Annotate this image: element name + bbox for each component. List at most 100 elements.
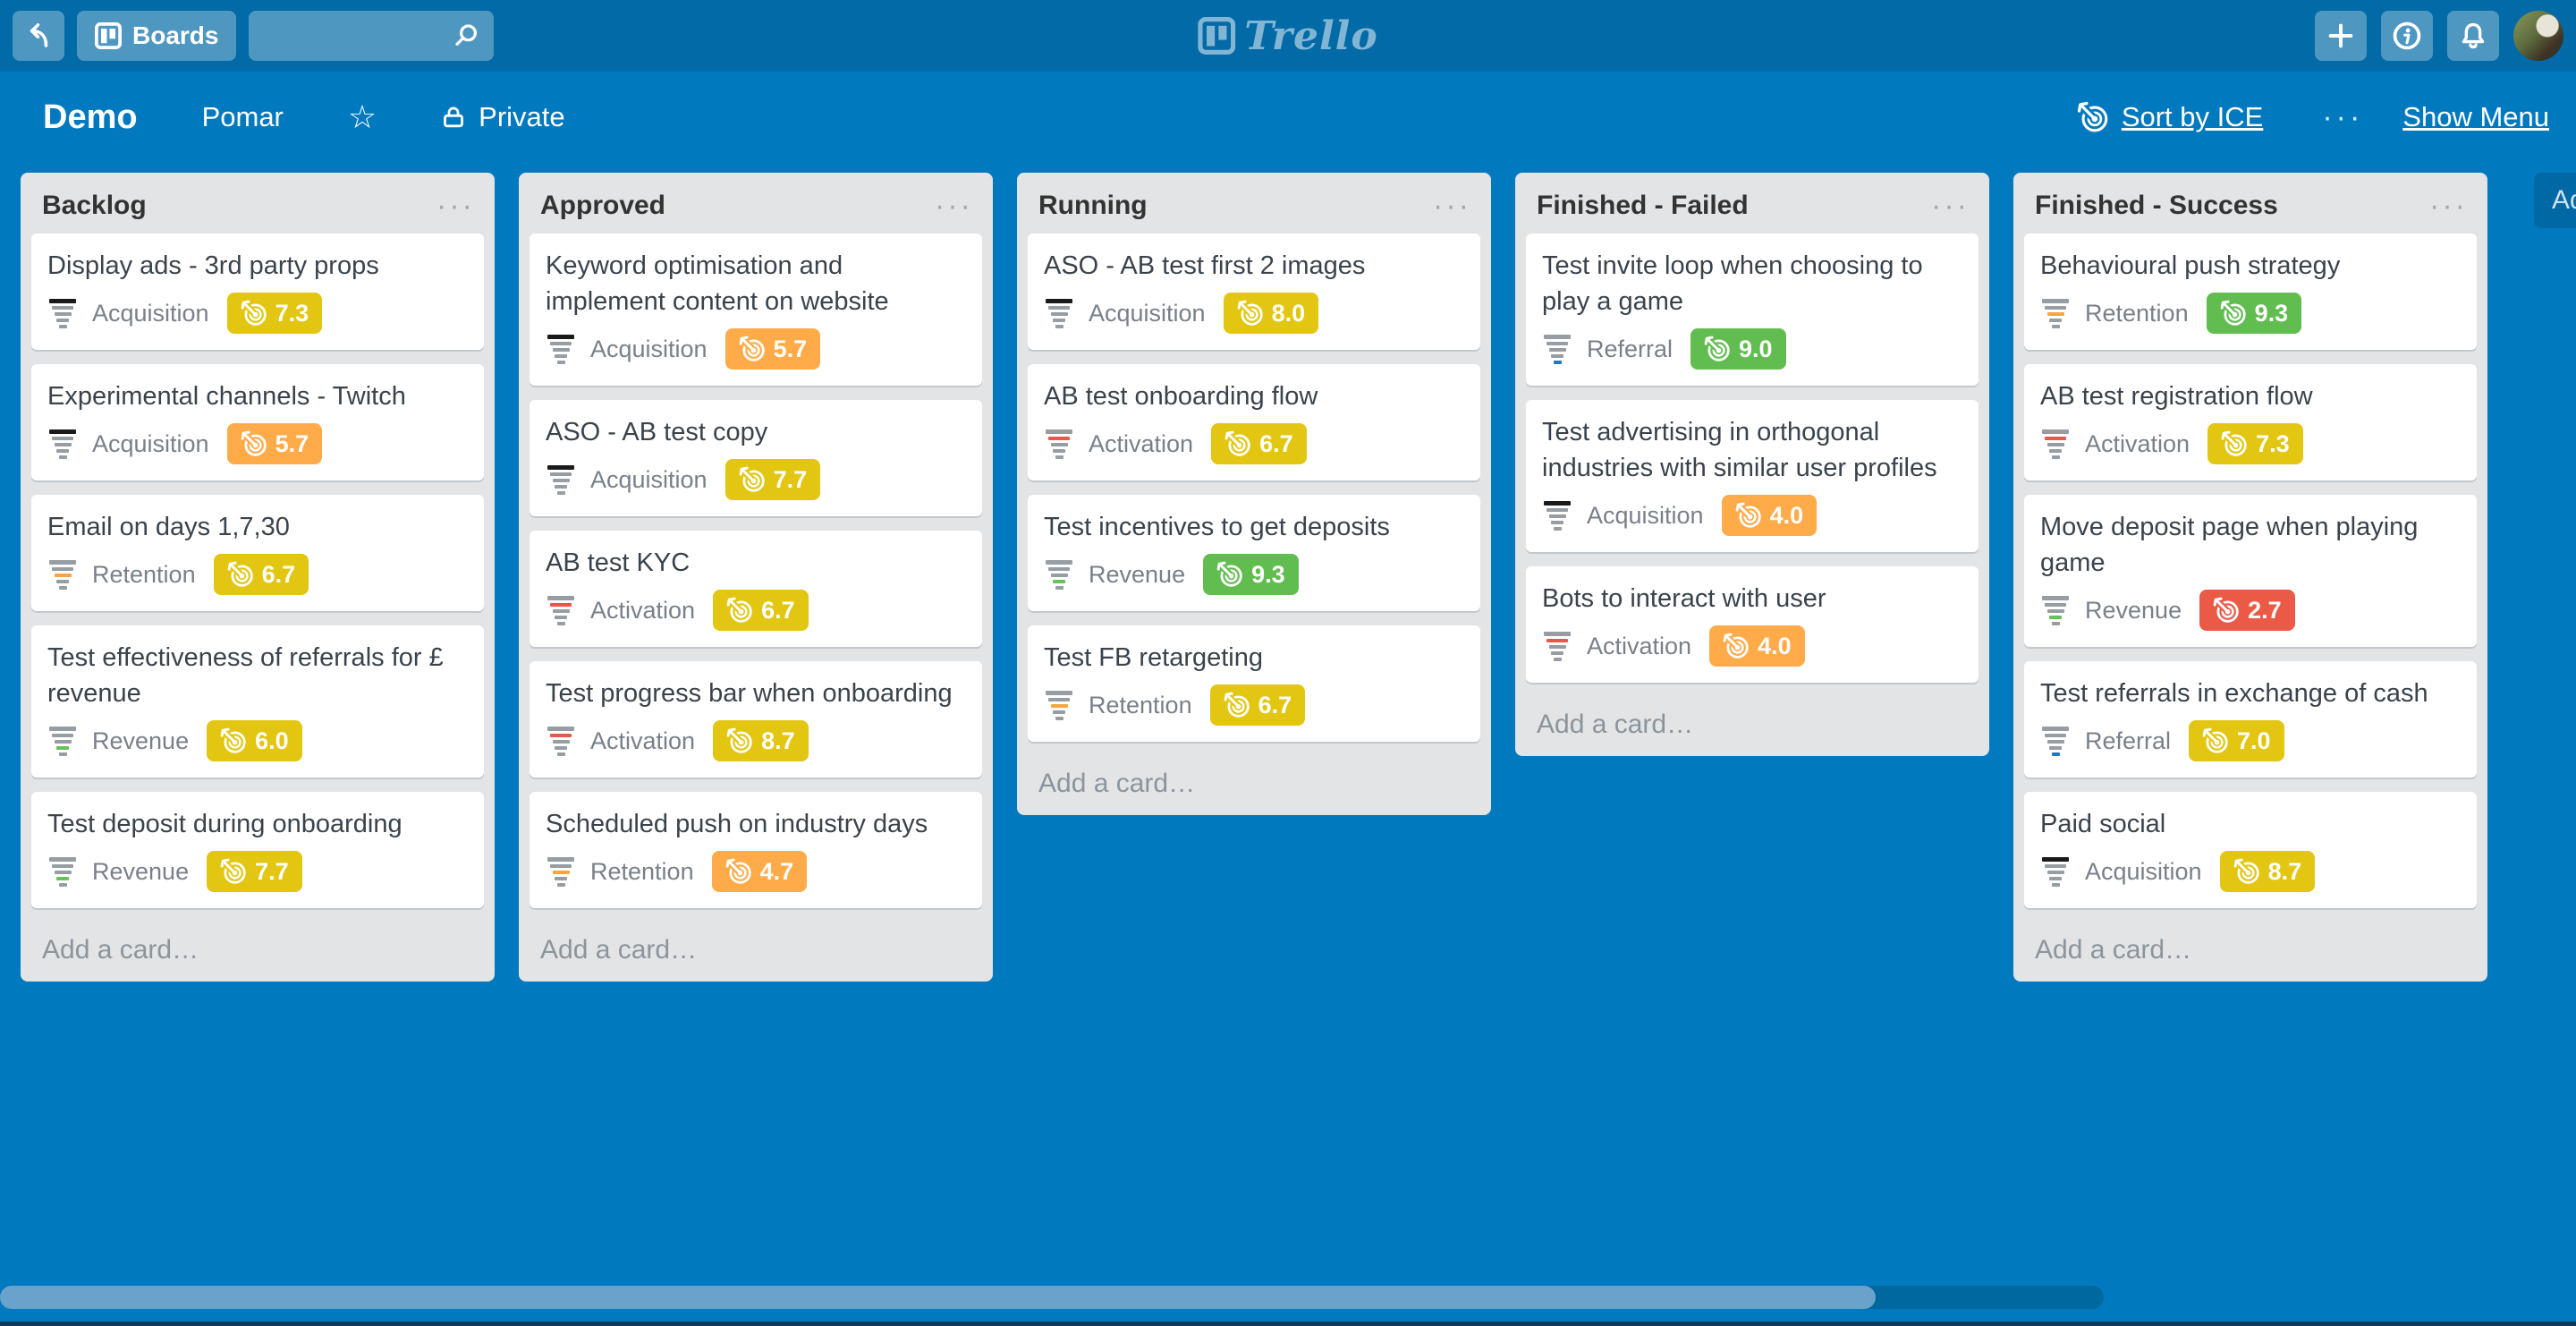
card[interactable]: Keyword optimisation and implement conte… [530, 234, 982, 386]
funnel-stage-icon [546, 464, 576, 495]
add-list-button[interactable]: Add a list… [2534, 173, 2576, 228]
card-title: Test FB retargeting [1044, 643, 1263, 672]
ice-score-value: 6.7 [1259, 429, 1293, 457]
card-label: Activation [2085, 429, 2190, 457]
funnel-stage-icon [546, 334, 576, 364]
card[interactable]: Behavioural push strategy Retention 9.3 [2024, 234, 2477, 350]
card[interactable]: Email on days 1,7,30 Retention 6.7 [31, 495, 484, 611]
list: Finished - Success ··· Behavioural push … [2013, 173, 2487, 982]
ice-score-badge: 4.0 [1709, 625, 1805, 667]
card[interactable]: Test invite loop when choosing to play a… [1526, 234, 1979, 386]
ice-target-icon [226, 561, 253, 587]
board-team[interactable]: Pomar [201, 101, 284, 132]
card[interactable]: AB test KYC Activation 6.7 [530, 531, 982, 647]
list-title: Finished - Failed [1537, 191, 1749, 220]
add-card-button[interactable]: Add a card… [42, 935, 199, 965]
card-meta: Retention 9.3 [2040, 293, 2461, 334]
add-card-button[interactable]: Add a card… [540, 935, 698, 965]
ice-score-value: 4.7 [759, 857, 794, 885]
card[interactable]: Display ads - 3rd party props Acquisitio… [31, 234, 484, 350]
sort-by-ice-button[interactable]: Sort by ICE [2076, 101, 2264, 133]
horizontal-scrollbar-thumb[interactable] [0, 1286, 1876, 1309]
ice-target-icon [724, 858, 751, 884]
boards-button[interactable]: Boards [77, 11, 237, 61]
card[interactable]: Test advertising in orthogonal industrie… [1526, 400, 1979, 552]
ice-target-icon [1224, 430, 1250, 456]
card-label: Activation [590, 596, 696, 624]
card[interactable]: Test progress bar when onboarding Activa… [530, 661, 982, 778]
card-meta: Acquisition 7.7 [546, 459, 966, 500]
card-label: Activation [1089, 429, 1194, 457]
info-button[interactable] [2381, 11, 2433, 61]
card[interactable]: Paid social Acquisition 8.7 [2024, 792, 2477, 908]
board-more-icon[interactable]: ··· [2322, 99, 2364, 134]
ice-target-icon [1723, 633, 1749, 659]
star-icon[interactable]: ☆ [347, 98, 377, 135]
card-label: Referral [2085, 727, 2172, 754]
avatar[interactable] [2513, 11, 2563, 61]
notifications-button[interactable] [2447, 11, 2499, 61]
card[interactable]: ASO - AB test first 2 images Acquisition… [1028, 234, 1480, 350]
ice-score-value: 5.7 [275, 429, 309, 457]
ice-score-badge: 5.7 [724, 328, 821, 370]
card[interactable]: ASO - AB test copy Acquisition 7.7 [530, 400, 982, 516]
list-menu-icon[interactable]: ··· [1931, 188, 1970, 223]
funnel-stage-icon [546, 726, 576, 756]
funnel-stage-icon [2040, 429, 2071, 459]
board-header-right: Sort by ICE ··· Show Menu [2076, 99, 2549, 135]
ice-score-value: 6.7 [261, 560, 296, 588]
funnel-stage-icon [2040, 595, 2071, 625]
ice-score-value: 4.0 [1769, 501, 1804, 529]
card-label: Acquisition [1587, 501, 1704, 529]
search-box[interactable] [249, 11, 495, 61]
add-card-button[interactable]: Add a card… [2035, 935, 2192, 965]
card-label: Retention [2085, 299, 2189, 327]
card[interactable]: AB test registration flow Activation 7.3 [2024, 364, 2477, 480]
card-label: Referral [1587, 335, 1674, 362]
funnel-stage-icon [1044, 298, 1074, 328]
card[interactable]: Scheduled push on industry days Retentio… [530, 792, 982, 908]
ice-target-icon [2076, 101, 2108, 132]
add-button[interactable] [2315, 11, 2367, 61]
card-label: Activation [1587, 632, 1692, 659]
search-input[interactable] [263, 21, 453, 50]
card[interactable]: Experimental channels - Twitch Acquisiti… [31, 364, 484, 480]
list-menu-icon[interactable]: ··· [2429, 188, 2468, 223]
list-menu-icon[interactable]: ··· [935, 188, 973, 223]
search-icon [455, 24, 478, 46]
card-label: Activation [590, 727, 696, 754]
add-card-button[interactable]: Add a card… [1537, 710, 1694, 739]
card[interactable]: Move deposit page when playing game Reve… [2024, 495, 2477, 647]
list-menu-icon[interactable]: ··· [1433, 188, 1471, 223]
ice-score-badge: 6.7 [213, 554, 309, 595]
list-title: Approved [540, 191, 666, 220]
privacy-button[interactable]: Private [441, 101, 565, 133]
ice-score-badge: 5.7 [226, 423, 323, 464]
back-button[interactable] [13, 11, 64, 61]
ice-score-badge: 6.0 [207, 720, 302, 761]
ice-target-icon [726, 727, 752, 753]
add-card-button[interactable]: Add a card… [1038, 769, 1196, 798]
board-title[interactable]: Demo [43, 98, 138, 136]
trello-logo[interactable]: Trello [1198, 0, 1378, 72]
ice-score-badge: 4.7 [711, 851, 808, 892]
card[interactable]: Test FB retargeting Retention 6.7 [1028, 625, 1480, 742]
card[interactable]: Test referrals in exchange of cash Refer… [2024, 661, 2477, 778]
card-label: Retention [92, 560, 196, 588]
bell-icon [2462, 22, 2485, 49]
ice-target-icon [1223, 692, 1250, 718]
card[interactable]: Test effectiveness of referrals for £ re… [31, 625, 484, 778]
sort-by-ice-label: Sort by ICE [2121, 101, 2264, 132]
trello-logo-text: Trello [1244, 13, 1378, 59]
ice-score-value: 8.0 [1271, 299, 1306, 327]
card-meta: Activation 6.7 [546, 590, 966, 631]
funnel-stage-icon [47, 559, 78, 590]
show-menu-button[interactable]: Show Menu [2402, 101, 2549, 132]
card[interactable]: Test incentives to get deposits Revenue … [1028, 495, 1480, 611]
card[interactable]: Test deposit during onboarding Revenue 7… [31, 792, 484, 908]
list-menu-icon[interactable]: ··· [436, 188, 475, 223]
card[interactable]: AB test onboarding flow Activation 6.7 [1028, 364, 1480, 480]
ice-score-value: 9.3 [2254, 299, 2289, 327]
card[interactable]: Bots to interact with user Activation 4.… [1526, 566, 1979, 683]
ice-score-value: 2.7 [2248, 596, 2282, 624]
